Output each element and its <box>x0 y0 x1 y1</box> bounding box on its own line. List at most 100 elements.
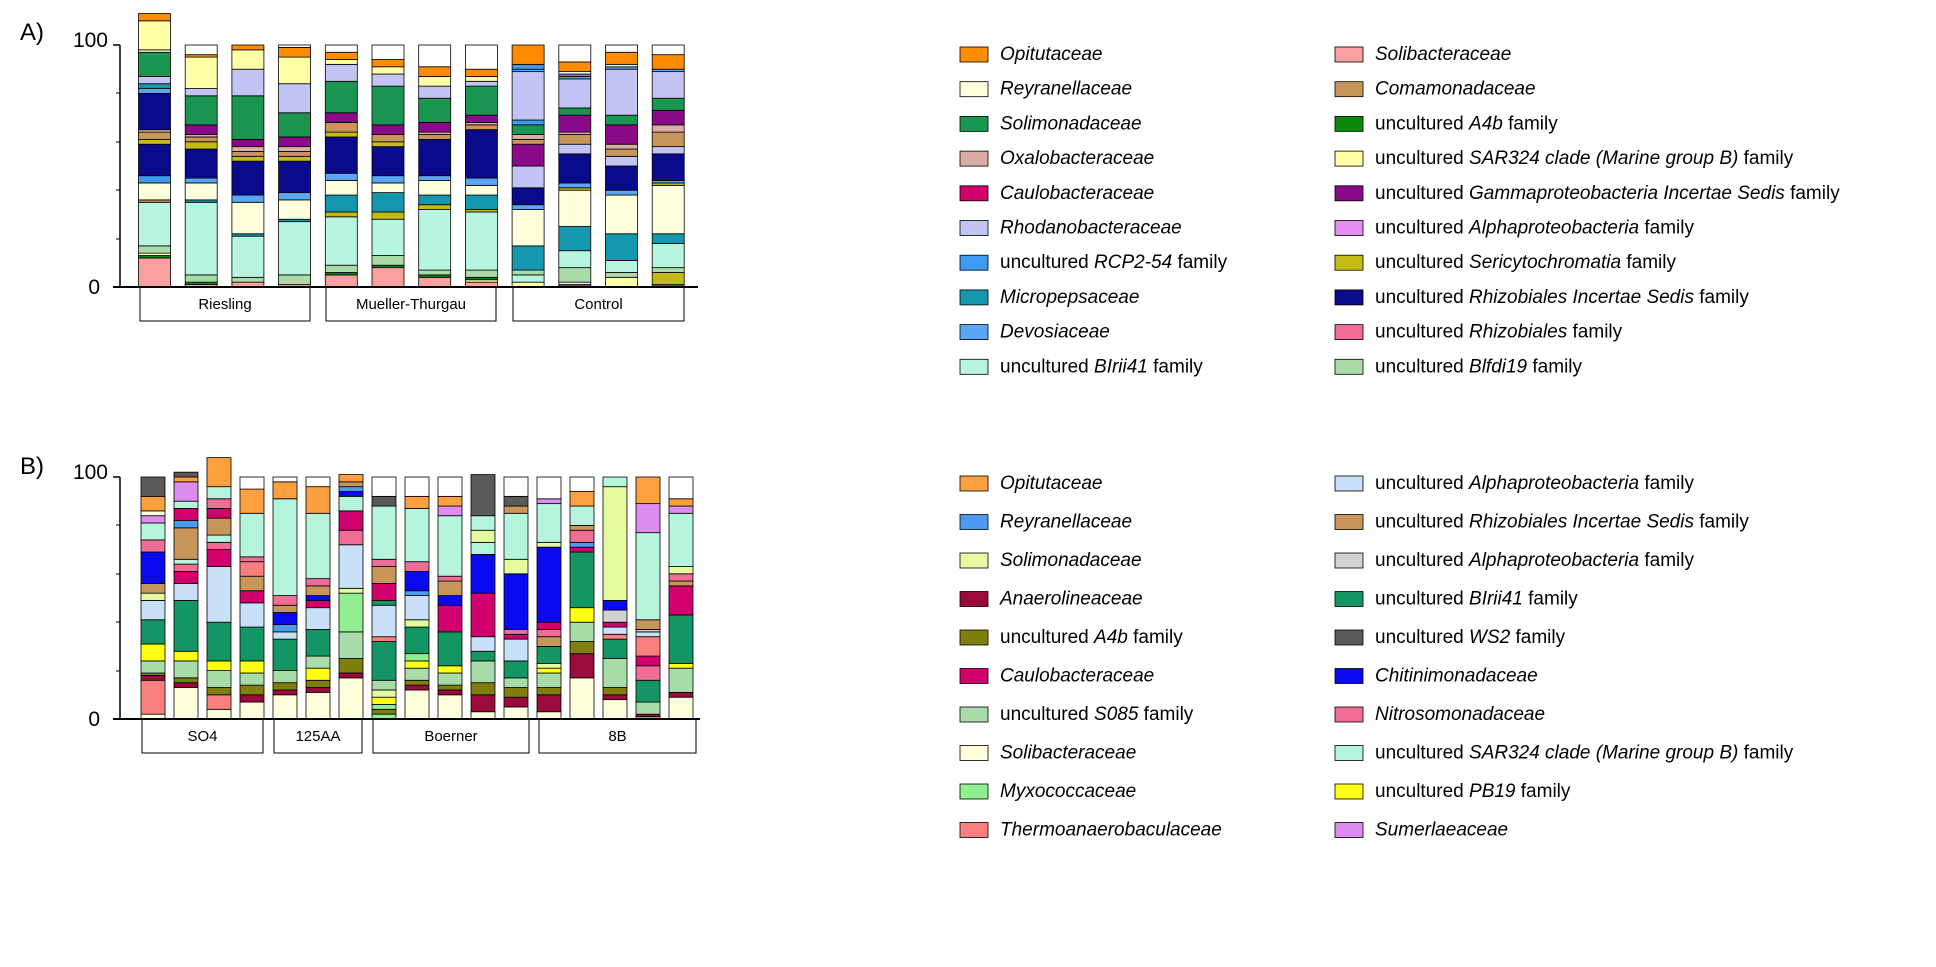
legend-label: Rhodanobacteraceae <box>1000 218 1182 239</box>
bar-segment <box>558 143 592 155</box>
bar-segment <box>536 503 562 543</box>
bar-segment <box>635 503 661 534</box>
bar-segment <box>231 201 265 235</box>
bar-segment-remainder <box>558 44 592 63</box>
bar-segment <box>418 194 452 206</box>
bar-segment <box>668 566 694 575</box>
bar-segment <box>371 255 405 266</box>
bar-segment <box>569 505 595 526</box>
legend-swatch <box>1334 254 1364 271</box>
group-box <box>273 718 363 754</box>
bar-segment <box>138 143 171 177</box>
legend-item: uncultured SAR324 clade (Marine group B)… <box>1334 148 1794 169</box>
bar-segment <box>184 95 218 126</box>
bar-segment <box>602 600 628 611</box>
bar-segment <box>635 665 661 681</box>
bar-segment <box>278 112 312 138</box>
bar-segment <box>338 486 364 492</box>
bar-segment <box>651 54 685 70</box>
bar-segment <box>138 131 171 140</box>
bar-segment <box>138 51 171 77</box>
bar-segment <box>511 124 545 135</box>
legend-swatch <box>1334 668 1364 684</box>
bar-segment <box>231 155 265 162</box>
bar-segment <box>239 660 265 674</box>
bar-segment <box>173 677 199 684</box>
bar-segment <box>305 629 331 657</box>
legend-label: uncultured Sericytochromatia family <box>1375 252 1676 273</box>
bar-segment <box>324 59 358 65</box>
legend-swatch <box>1334 552 1364 569</box>
bar-segment <box>239 684 265 696</box>
legend-label: uncultured Rhizobiales family <box>1375 322 1623 343</box>
bar-segment <box>272 481 298 500</box>
bar-segment <box>503 677 529 688</box>
bar-segment <box>418 85 452 99</box>
bar-segment <box>437 495 463 507</box>
bar-segment <box>140 476 166 497</box>
bar-segment <box>437 575 463 582</box>
legend-swatch <box>959 81 989 98</box>
legend-item: Devosiaceae <box>959 322 1110 343</box>
bar-segment <box>404 653 430 662</box>
bar-segment <box>338 544 364 589</box>
legend-label: Reyranellaceae <box>1000 512 1132 533</box>
bar-segment <box>464 129 498 179</box>
legend-item: Rhodanobacteraceae <box>959 218 1182 239</box>
legend-item: Reyranellaceae <box>959 79 1132 100</box>
bar-segment <box>371 641 397 681</box>
legend-swatch <box>959 46 989 63</box>
stacked-bar <box>338 474 364 720</box>
bar-segment <box>173 687 199 720</box>
legend-label: uncultured SAR324 clade (Marine group B)… <box>1375 148 1794 169</box>
legend-label: Solimonadaceae <box>1000 113 1142 134</box>
bar-segment <box>651 71 685 99</box>
legend-swatch <box>959 822 989 838</box>
bar-segment <box>651 243 685 269</box>
bar-segment <box>305 486 331 514</box>
bar-segment <box>206 517 232 536</box>
bar-segment <box>231 95 265 140</box>
bar-segment <box>464 211 498 271</box>
legend-label: uncultured Blfdi19 family <box>1375 356 1583 377</box>
stacked-bar <box>464 44 498 288</box>
bar-segment <box>324 80 358 114</box>
panel-label: B) <box>20 453 44 480</box>
bar-segment <box>278 155 312 162</box>
bar-segment <box>278 274 312 285</box>
legend-label: uncultured Alphaproteobacteria family <box>1375 218 1694 239</box>
legend-swatch <box>1334 822 1364 838</box>
bar-segment <box>651 233 685 244</box>
legend-item: Thermoanaerobaculaceae <box>959 820 1222 841</box>
bar-segment <box>338 677 364 720</box>
bar-segment <box>305 679 331 688</box>
bar-segment <box>536 629 562 638</box>
bar-segment <box>511 71 545 121</box>
stacked-bar <box>437 476 463 720</box>
bar-segment <box>173 682 199 688</box>
bar-segment <box>206 708 232 720</box>
legend-item: uncultured Sericytochromatia family <box>1334 252 1676 273</box>
legend-item: Solimonadaceae <box>959 550 1142 571</box>
bar-segment <box>184 136 218 143</box>
bar-segment <box>602 626 628 635</box>
legend-item: uncultured Blfdi19 family <box>1334 356 1583 377</box>
legend-item: Nitrosomonadaceae <box>1334 704 1545 725</box>
legend-label: uncultured Alphaproteobacteria family <box>1375 473 1694 494</box>
legend-label: uncultured A4b family <box>1000 627 1183 648</box>
bar-segment <box>173 600 199 652</box>
bar-segment <box>536 667 562 674</box>
bar-segment <box>371 124 405 135</box>
bar-segment <box>140 583 166 594</box>
legend-swatch <box>959 514 989 530</box>
bar-segment <box>536 711 562 720</box>
bar-segment <box>536 621 562 630</box>
bar-segment <box>278 136 312 148</box>
bar-segment <box>605 51 638 65</box>
bar-segment <box>138 257 171 288</box>
bar-segment <box>418 66 452 77</box>
bar-segment <box>668 614 694 664</box>
legend-label: Solibacteraceae <box>1375 44 1511 65</box>
bar-segment <box>140 643 166 662</box>
